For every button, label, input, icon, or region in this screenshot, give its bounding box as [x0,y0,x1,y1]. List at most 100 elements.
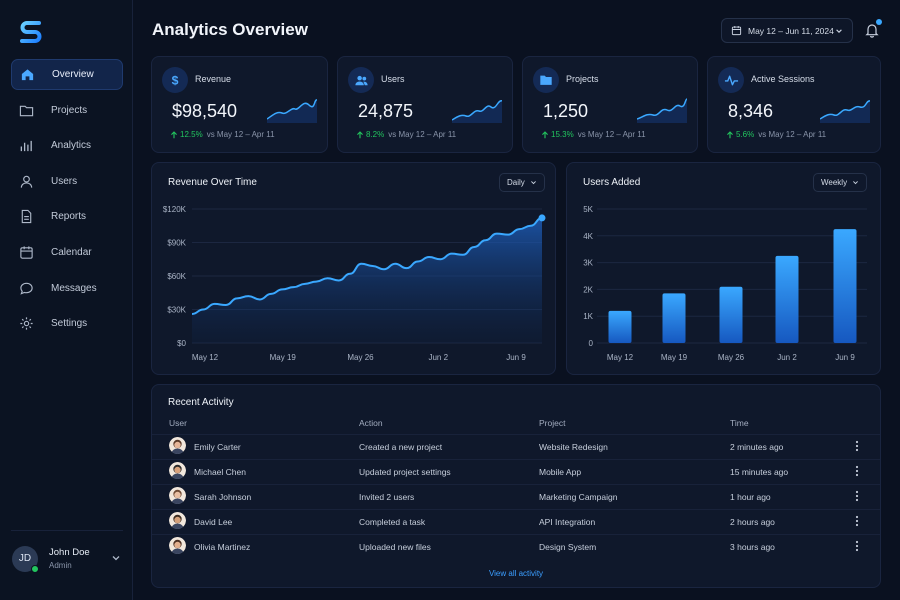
sidebar-item-label: Reports [51,211,87,223]
more-options-icon[interactable] [854,514,860,528]
stat-card-active-sessions: Active Sessions 8,346 5.6% vs May 12 – A… [707,56,881,153]
sidebar-item-label: Analytics [51,140,92,152]
x-tick-label: May 26 [718,353,745,362]
revenue-area-chart: $0 $30K $60K $90K $120K May 12 May 19 May 26 Jun… [163,205,546,362]
row-user: David Lee [194,517,233,527]
section-title: Recent Activity [168,397,234,408]
arrow-up-icon [357,130,363,138]
stat-label: Users [381,74,405,84]
sidebar-item-reports[interactable]: Reports [11,201,123,232]
row-time: 1 hour ago [730,492,771,502]
table-row[interactable]: David Lee Completed a task API Integration… [168,509,868,534]
arrow-up-icon [542,130,548,138]
stat-value: 1,250 [543,101,589,121]
y-tick-label: 5K [583,205,593,214]
view-all-activity-link[interactable]: View all activity [488,569,544,578]
column-header-time: Time [730,418,749,428]
avatar [169,437,186,454]
sidebar-item-projects[interactable]: Projects [11,95,123,126]
stat-label: Revenue [195,74,232,84]
row-project: API Integration [539,517,596,527]
sidebar: Overview Projects Analytics Users Report… [0,0,133,600]
table-row[interactable]: Emily Carter Created a new project Website… [168,434,868,459]
stat-delta: 12.5% vs May 12 – Apr 11 [170,130,275,139]
row-time: 3 hours ago [730,542,775,552]
table-header: User Action Project Time [168,418,868,434]
divider [152,484,880,485]
sparkline [820,100,870,123]
x-tick-label: May 26 [347,353,374,362]
table-row[interactable]: Sarah Johnson Invited 2 users Marketing Ca… [168,484,868,509]
sidebar-item-users[interactable]: Users [11,166,123,197]
bell-icon [865,24,879,38]
row-action: Updated project settings [359,467,451,477]
sidebar-item-label: Settings [51,318,88,330]
user-role: Admin [49,561,72,570]
table-row[interactable]: Olivia Martinez Uploaded new files Design … [168,534,868,559]
calendar-icon [731,26,742,36]
row-user: Emily Carter [194,442,241,452]
avatar [169,462,186,479]
sidebar-nav: Overview Projects Analytics Users Report… [11,59,123,344]
bar [833,229,857,343]
stat-value: $98,540 [172,101,238,121]
date-range-picker[interactable]: May 12 – Jun 11, 2024 [721,18,853,43]
avatar: JD [12,545,39,573]
bar [775,255,799,343]
dollar-icon: $ [162,67,188,93]
calendar-icon [18,244,34,260]
chevron-down-icon [530,181,536,185]
bar [608,310,632,343]
sidebar-item-analytics[interactable]: Analytics [11,130,123,161]
notification-badge [876,19,882,25]
chart-title: Revenue Over Time [168,177,257,188]
y-tick-label: 2K [583,285,593,294]
users-bar-chart: 0 1K 2K 3K 4K 5K May 12 May 19 May 26 Jun 2 Jun 9 [583,205,867,362]
activity-icon [718,67,744,93]
x-tick-label: Jun 2 [777,353,797,362]
recent-activity-card: Recent Activity User Action Project Time… [151,384,881,588]
folder-icon [18,102,34,118]
chevron-down-icon[interactable] [111,553,121,563]
more-options-icon[interactable] [854,539,860,553]
sparkline [267,99,317,123]
more-options-icon[interactable] [854,439,860,453]
stat-value: 24,875 [358,101,414,121]
stat-label: Projects [566,74,599,84]
table-row[interactable]: Michael Chen Updated project settings Mobi… [168,459,868,484]
divider [152,434,880,435]
row-project: Website Redesign [539,442,608,452]
sidebar-item-settings[interactable]: Settings [11,308,123,339]
chevron-down-icon [853,181,859,185]
online-status-indicator [31,564,39,573]
avatar-initials: JD [18,553,32,564]
divider [152,459,880,460]
user-name: John Doe [49,547,90,558]
stat-delta: 15.3% vs May 12 – Apr 11 [541,130,646,139]
user-profile-card[interactable]: JD John Doe Admin [11,530,123,582]
sidebar-item-label: Overview [52,69,94,80]
divider [152,509,880,510]
brand-logo-icon[interactable] [18,18,44,44]
sidebar-item-label: Projects [51,104,88,116]
y-tick-label: $30K [167,306,186,315]
row-project: Mobile App [539,467,582,477]
revenue-series-line [191,216,543,315]
revenue-interval-dropdown[interactable]: Daily [499,173,545,192]
sparkline [637,98,687,123]
stat-delta-percent: 8.2% [366,130,385,139]
sidebar-item-overview[interactable]: Overview [11,59,123,90]
more-options-icon[interactable] [854,489,860,503]
sidebar-item-messages[interactable]: Messages [11,273,123,304]
user-icon [18,173,34,189]
row-action: Completed a task [359,517,426,527]
more-options-icon[interactable] [854,464,860,478]
sidebar-item-calendar[interactable]: Calendar [11,237,123,268]
document-icon [18,209,34,225]
x-tick-label: May 12 [607,353,634,362]
avatar [169,537,186,554]
row-action: Invited 2 users [359,492,415,502]
users-interval-dropdown[interactable]: Weekly [813,173,868,192]
revenue-chart-card: Revenue Over Time Daily $0 $30K $60K $90K $1… [151,162,556,375]
notifications-button[interactable] [864,19,882,38]
